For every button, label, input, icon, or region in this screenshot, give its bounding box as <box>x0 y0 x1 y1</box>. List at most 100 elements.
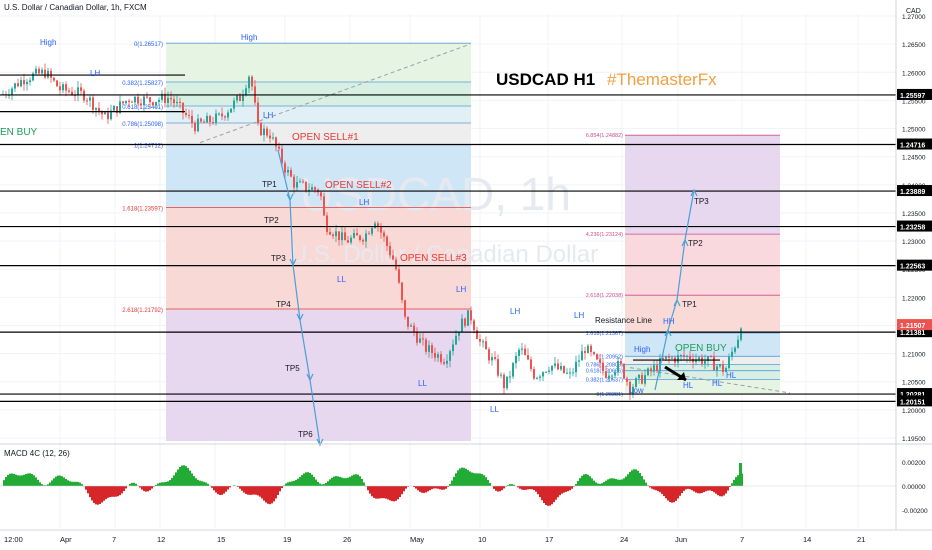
macd-bar <box>479 473 481 486</box>
macd-bar <box>657 486 659 492</box>
macd-bar <box>371 486 373 497</box>
candle-body <box>464 318 466 326</box>
macd-bar <box>65 478 67 486</box>
macd-bar <box>471 472 473 486</box>
macd-bar <box>75 481 77 486</box>
macd-bar <box>343 478 345 486</box>
candle-body <box>641 374 643 384</box>
candle-body <box>11 88 13 95</box>
candle-body <box>29 80 31 83</box>
candle-body <box>59 86 61 91</box>
macd-bar <box>451 480 453 486</box>
macd-bar <box>415 486 417 489</box>
candle-body <box>185 112 187 115</box>
macd-bar <box>185 466 187 486</box>
candle-body <box>392 255 394 260</box>
candle-body <box>80 87 82 91</box>
macd-bar <box>353 474 355 486</box>
macd-bar <box>97 486 99 505</box>
macd-bar <box>305 472 307 486</box>
candle-body <box>302 181 304 183</box>
candle-body <box>26 82 28 85</box>
candle-body <box>353 232 355 238</box>
candle-body <box>716 366 718 371</box>
macd-bar <box>337 476 339 486</box>
candle-body <box>218 113 220 115</box>
macd-bar <box>495 486 497 491</box>
macd-bar <box>63 477 65 486</box>
chart-header: U.S. Dollar / Canadian Dollar, 1h, FXCM <box>4 3 147 12</box>
macd-bar <box>591 478 593 486</box>
candle-body <box>14 83 16 89</box>
macd-bar <box>615 479 617 486</box>
macd-bar <box>397 486 399 500</box>
macd-bar <box>589 476 591 486</box>
time-tick: Jun <box>675 535 687 544</box>
candle-body <box>206 115 208 123</box>
macd-bar <box>675 486 677 501</box>
candle-body <box>656 365 658 371</box>
candle-body <box>200 118 202 122</box>
candle-body <box>113 106 115 111</box>
candle-body <box>542 372 544 377</box>
macd-bar <box>517 486 519 488</box>
candle-body <box>593 352 595 355</box>
macd-bar <box>237 486 239 487</box>
macd-bar <box>249 486 251 495</box>
macd-bar <box>485 477 487 486</box>
macd-bar <box>55 476 57 486</box>
candle-body <box>383 232 385 237</box>
macd-bar <box>459 468 461 486</box>
macd-bar <box>87 486 89 494</box>
macd-bar <box>283 485 285 486</box>
candle-body <box>53 77 55 81</box>
candle-body <box>251 76 253 87</box>
macd-bar <box>29 473 31 486</box>
entry-arrowhead <box>677 372 686 380</box>
candle-body <box>731 351 733 357</box>
macd-bar <box>645 482 647 486</box>
candle-body <box>605 371 607 378</box>
macd-bar <box>667 486 669 501</box>
macd-bar <box>705 486 707 492</box>
macd-bar <box>701 486 703 493</box>
candle-body <box>680 355 682 357</box>
macd-bar <box>679 486 681 496</box>
macd-bar <box>311 474 313 486</box>
candle-body <box>587 345 589 353</box>
macd-bar <box>729 486 731 487</box>
candle-body <box>467 310 469 326</box>
candle-body <box>623 363 625 379</box>
macd-bar <box>159 482 161 486</box>
tp-path-left <box>277 149 321 446</box>
fib-level-label: 0.786(1.20808) <box>586 362 623 368</box>
candle-body <box>125 100 127 104</box>
chart-title: USDCAD H1 <box>496 70 595 89</box>
tp-arrowhead <box>289 258 297 267</box>
candle-body <box>74 95 76 97</box>
candle-body <box>335 231 337 237</box>
macd-bar <box>331 477 333 486</box>
macd-bar <box>195 478 197 486</box>
macd-bar <box>685 486 687 490</box>
candle-body <box>539 376 541 378</box>
candle-body <box>227 112 229 118</box>
macd-bar <box>483 475 485 486</box>
macd-bar <box>301 475 303 486</box>
candle-body <box>269 135 271 139</box>
macd-bar <box>571 486 573 489</box>
macd-bar <box>541 486 543 501</box>
candle-body <box>344 232 346 241</box>
time-tick: 24 <box>620 535 628 544</box>
macd-bar <box>653 486 655 490</box>
open-buy-label: OPEN BUY <box>675 343 727 354</box>
macd-bar <box>725 486 727 494</box>
candle-body <box>236 95 238 101</box>
fib-zone <box>166 43 471 83</box>
macd-bar <box>245 486 247 494</box>
macd-bar <box>621 479 623 486</box>
candle-body <box>581 351 583 361</box>
macd-bar <box>359 476 361 486</box>
candle-body <box>281 148 283 164</box>
